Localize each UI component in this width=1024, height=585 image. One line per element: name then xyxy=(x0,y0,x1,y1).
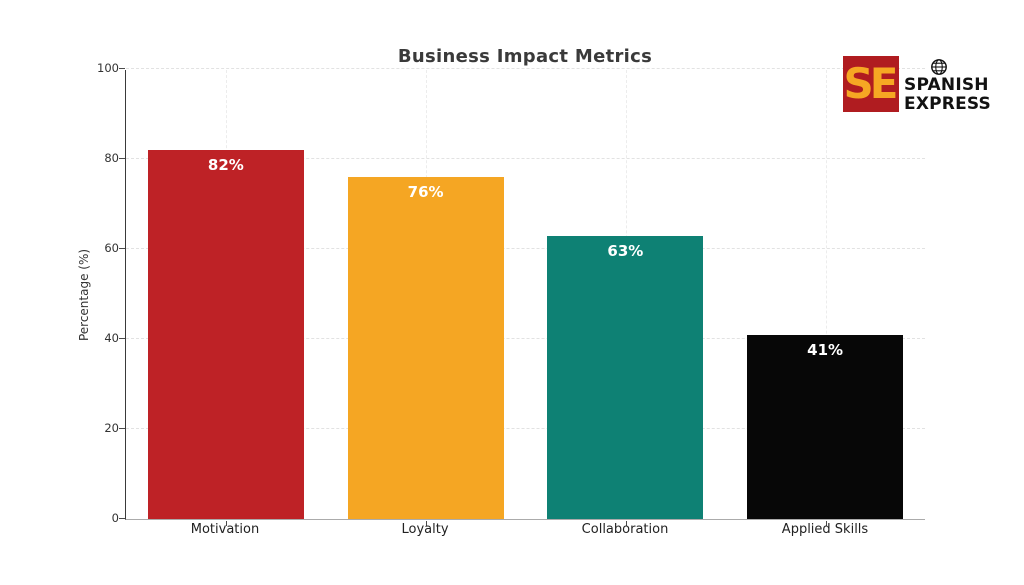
bar-value-label: 63% xyxy=(607,241,644,260)
bar-group-collaboration: 63% xyxy=(526,70,726,519)
xtick-mark-4 xyxy=(826,521,827,526)
logo-monogram-text: SE xyxy=(843,59,899,108)
ytick-label-100: 100 xyxy=(97,61,119,75)
ytick-mark-60 xyxy=(119,248,125,249)
logo-word-spanish: SPANISH xyxy=(904,75,989,95)
bar-applied-skills: 41% xyxy=(747,334,904,519)
plot-area: 0 20 40 60 80 100 82% 76% 63% xyxy=(97,61,925,526)
bar-group-loyalty: 76% xyxy=(326,70,526,519)
logo-wordmark: SPANISH EXPRESS xyxy=(904,56,991,113)
ytick-label-80: 80 xyxy=(104,151,119,165)
logo-word-express: EXPRESS xyxy=(904,93,992,114)
xtick-label-collaboration: Collaboration xyxy=(581,522,669,537)
ytick-label-20: 20 xyxy=(104,421,119,435)
gridline-60 xyxy=(126,248,925,249)
xtick-mark-3 xyxy=(626,521,627,526)
ytick-mark-20 xyxy=(119,428,125,429)
bar-motivation: 82% xyxy=(147,150,304,519)
xtick-mark-2 xyxy=(426,521,427,526)
bar-value-label: 82% xyxy=(207,156,244,174)
ytick-mark-80 xyxy=(119,158,125,159)
ytick-mark-0 xyxy=(119,518,125,519)
bar-group-motivation: 82% xyxy=(126,70,326,519)
gridline-20 xyxy=(126,428,925,429)
globe-icon xyxy=(931,59,947,75)
xtick-label-motivation: Motivation xyxy=(190,522,260,537)
bar-value-label: 76% xyxy=(407,183,444,201)
bar-collaboration: 63% xyxy=(547,235,704,519)
x-axis-labels: Motivation Loyalty Collaboration Applied… xyxy=(125,522,925,537)
xtick-label-applied-skills: Applied Skills xyxy=(781,522,869,537)
ytick-mark-100 xyxy=(119,68,125,69)
bar-loyalty: 76% xyxy=(347,177,504,519)
gridline-80 xyxy=(126,158,925,159)
bar-value-label: 41% xyxy=(807,340,844,359)
gridline-100 xyxy=(126,68,925,69)
chart-title: Business Impact Metrics xyxy=(397,46,653,67)
bar-group-applied-skills: 41% xyxy=(725,70,925,519)
y-axis-label: Percentage (%) xyxy=(77,248,91,342)
logo-monogram-square: SE xyxy=(843,56,899,112)
spanish-express-logo: SE SPANISH EXPRESS xyxy=(843,56,991,113)
bar-series: 82% 76% 63% 41% xyxy=(126,70,925,519)
gridline-cat-4 xyxy=(826,70,827,519)
gridline-40 xyxy=(126,338,925,339)
xtick-label-loyalty: Loyalty xyxy=(401,522,449,537)
xtick-mark-1 xyxy=(226,521,227,526)
ytick-label-0: 0 xyxy=(111,511,119,525)
ytick-label-40: 40 xyxy=(104,331,119,345)
ytick-label-60: 60 xyxy=(104,241,119,255)
ytick-mark-40 xyxy=(119,338,125,339)
